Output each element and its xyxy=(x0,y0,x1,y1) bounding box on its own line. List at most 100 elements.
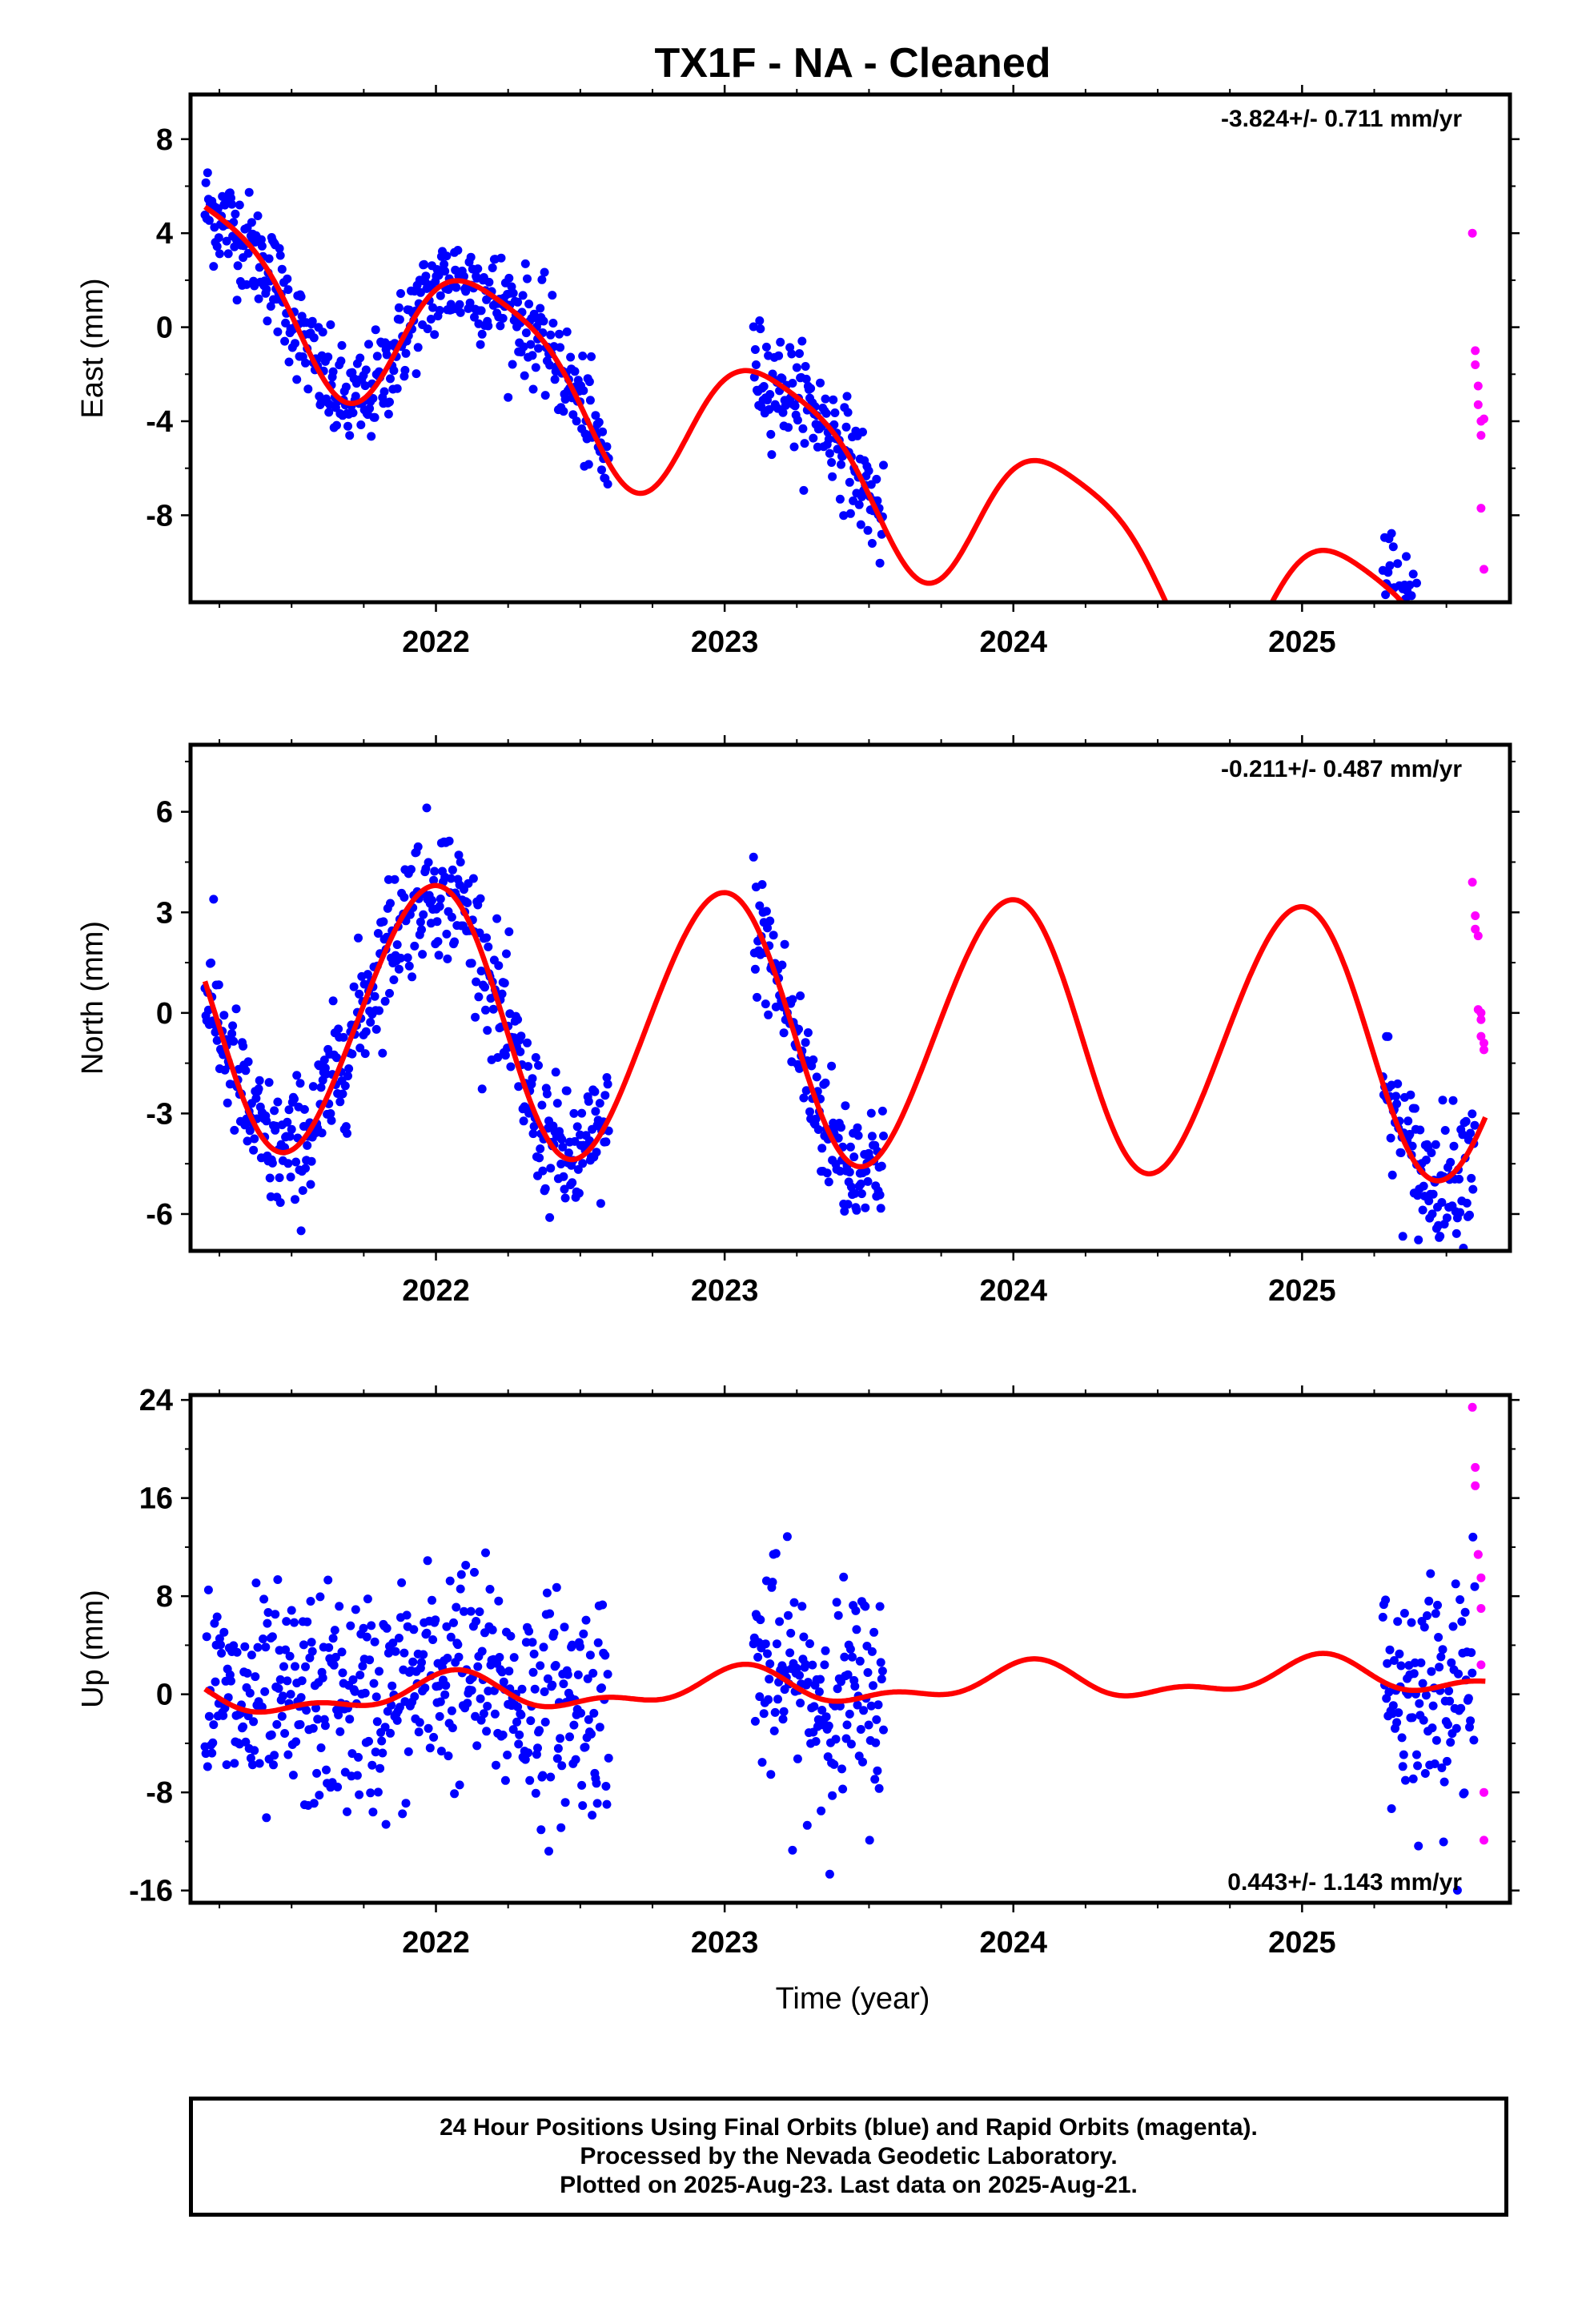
final-orbit-point xyxy=(215,249,224,259)
final-orbit-point xyxy=(513,1015,523,1024)
final-orbit-point xyxy=(1430,1759,1439,1768)
final-orbit-point xyxy=(1387,529,1396,538)
final-orbit-point xyxy=(481,1005,490,1015)
final-orbit-point xyxy=(869,1627,879,1637)
final-orbit-point xyxy=(787,349,797,359)
final-orbit-point xyxy=(403,953,412,963)
final-orbit-point xyxy=(765,1659,775,1669)
final-orbit-point xyxy=(801,1659,810,1669)
final-orbit-point xyxy=(214,233,223,243)
final-orbit-point xyxy=(296,1226,306,1236)
final-orbit-point xyxy=(822,1168,832,1178)
final-orbit-point xyxy=(1431,1735,1441,1745)
final-orbit-point xyxy=(327,1116,336,1125)
final-orbit-point xyxy=(1392,622,1401,631)
final-orbit-point xyxy=(1462,765,1471,774)
final-orbit-point xyxy=(1397,644,1406,653)
final-orbit-point xyxy=(821,1712,831,1722)
final-orbit-point xyxy=(503,1751,512,1759)
final-orbit-point xyxy=(817,1806,826,1815)
final-orbit-point xyxy=(849,1152,859,1162)
rapid-orbit-point xyxy=(1480,565,1488,574)
final-orbit-point xyxy=(249,1145,259,1155)
final-orbit-point xyxy=(523,1038,532,1047)
final-orbit-point xyxy=(291,1195,299,1204)
final-orbit-point xyxy=(590,1087,600,1096)
final-orbit-point xyxy=(1456,1208,1465,1217)
final-orbit-point xyxy=(1394,613,1403,622)
final-orbit-point xyxy=(833,1610,843,1620)
final-orbit-point xyxy=(378,1748,387,1758)
plot-area xyxy=(200,1402,1488,1895)
final-orbit-point xyxy=(351,1605,360,1614)
y-axis-label: East (mm) xyxy=(76,278,110,418)
final-orbit-point xyxy=(408,972,417,982)
final-orbit-point xyxy=(1445,1696,1455,1706)
final-orbit-point xyxy=(588,1668,598,1678)
final-orbit-point xyxy=(817,1706,827,1715)
final-orbit-point xyxy=(259,1634,267,1643)
final-orbit-point xyxy=(1464,714,1473,723)
final-orbit-point xyxy=(203,168,212,178)
final-orbit-point xyxy=(1464,706,1472,715)
final-orbit-point xyxy=(845,1142,855,1152)
final-orbit-point xyxy=(845,477,854,487)
final-orbit-point xyxy=(400,365,410,375)
final-orbit-point xyxy=(235,200,244,210)
x-tick-label: 2022 xyxy=(402,625,470,659)
final-orbit-point xyxy=(873,1766,882,1775)
final-orbit-point xyxy=(514,1739,524,1749)
final-orbit-point xyxy=(572,416,581,426)
final-orbit-point xyxy=(872,474,881,484)
final-orbit-point xyxy=(483,1702,492,1711)
final-orbit-point xyxy=(392,384,402,393)
final-orbit-point xyxy=(879,460,888,470)
final-orbit-point xyxy=(1410,1104,1419,1113)
x-tick-label: 2024 xyxy=(979,625,1047,659)
final-orbit-point xyxy=(859,1706,869,1715)
final-orbit-point xyxy=(428,303,438,312)
final-orbit-point xyxy=(334,1024,343,1034)
final-orbit-point xyxy=(560,395,570,404)
final-orbit-point xyxy=(1434,1633,1443,1642)
final-orbit-point xyxy=(861,1203,870,1212)
final-orbit-point xyxy=(1468,1109,1477,1119)
final-orbit-point xyxy=(534,1060,543,1070)
final-orbit-point xyxy=(243,1136,252,1146)
final-orbit-point xyxy=(755,901,765,911)
final-orbit-point xyxy=(866,1108,876,1118)
final-orbit-point xyxy=(318,328,327,337)
x-tick-label: 2025 xyxy=(1268,1274,1336,1308)
final-orbit-point xyxy=(492,1760,500,1770)
final-orbit-point xyxy=(526,340,536,349)
final-orbit-point xyxy=(326,1109,335,1118)
final-orbit-point xyxy=(429,875,439,885)
final-orbit-point xyxy=(364,1736,373,1746)
final-orbit-point xyxy=(251,1578,261,1588)
final-orbit-point xyxy=(476,340,485,349)
final-orbit-point xyxy=(498,314,508,323)
rapid-orbit-point xyxy=(1473,381,1483,391)
final-orbit-point xyxy=(845,1709,854,1719)
final-orbit-point xyxy=(519,1116,528,1126)
final-orbit-point xyxy=(407,865,416,875)
final-orbit-point xyxy=(601,1782,611,1791)
final-orbit-point xyxy=(212,1035,222,1045)
final-orbit-point xyxy=(1419,1622,1429,1632)
final-orbit-point xyxy=(324,1642,334,1652)
final-orbit-point xyxy=(525,1775,535,1785)
final-orbit-point xyxy=(360,1049,370,1059)
final-orbit-point xyxy=(560,1622,569,1632)
final-orbit-point xyxy=(368,394,378,403)
y-tick-label: 24 xyxy=(139,1384,173,1417)
y-tick-label: 8 xyxy=(156,1580,173,1614)
y-tick-label: 8 xyxy=(156,123,173,157)
final-orbit-point xyxy=(557,1135,567,1144)
final-orbit-point xyxy=(405,910,415,919)
final-orbit-point xyxy=(424,858,433,867)
final-orbit-point xyxy=(578,1159,588,1168)
x-tick-label: 2022 xyxy=(402,1274,470,1308)
final-orbit-point xyxy=(202,1632,211,1642)
final-orbit-point xyxy=(1413,1761,1423,1771)
final-orbit-point xyxy=(299,1104,309,1114)
